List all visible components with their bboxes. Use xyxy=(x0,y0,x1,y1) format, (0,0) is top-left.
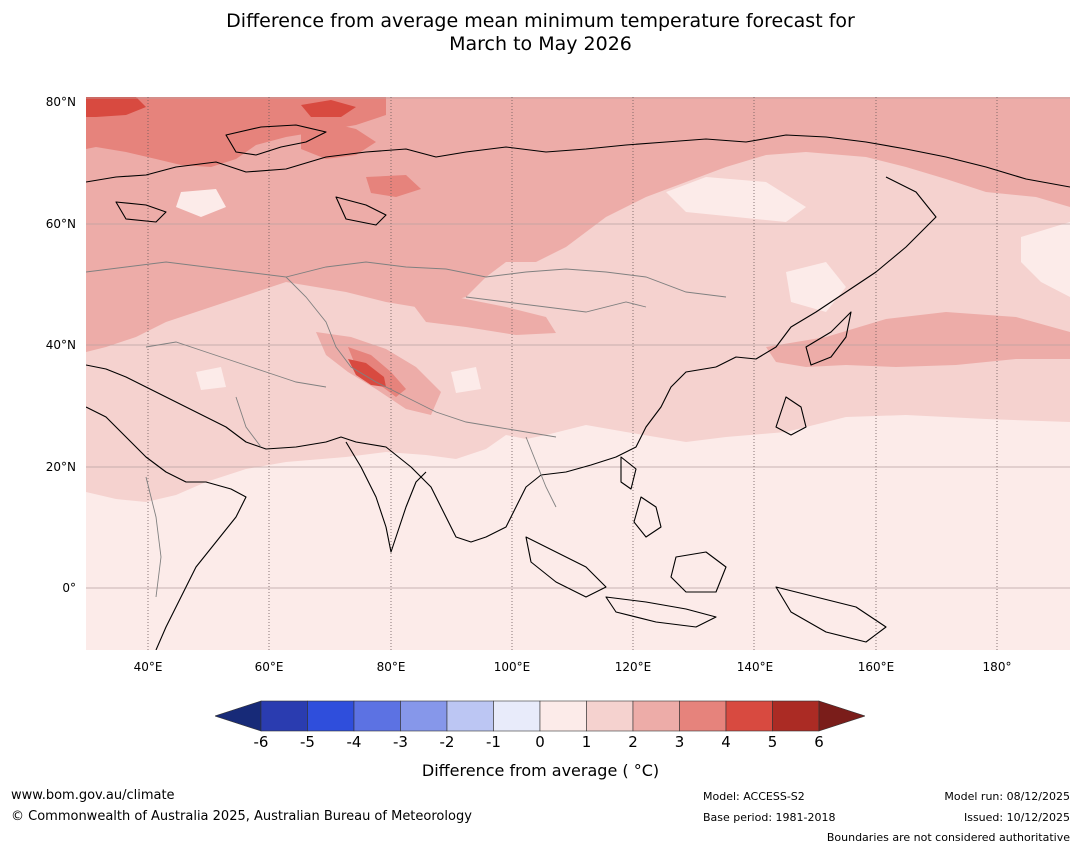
colorbar-bin xyxy=(307,700,355,732)
colorbar-bin xyxy=(725,700,773,732)
colorbar-bin xyxy=(679,700,727,732)
model-name: Model: ACCESS-S2 xyxy=(703,790,805,803)
colorbar-tick-label: 1 xyxy=(581,733,592,751)
anomaly-band-4-5 xyxy=(301,100,356,117)
colorbar-bin xyxy=(260,700,308,732)
coastlines xyxy=(86,124,1070,650)
colorbar-tick-label: 4 xyxy=(721,733,731,751)
base-period: Base period: 1981-2018 xyxy=(703,811,836,824)
country-borders xyxy=(86,261,727,598)
colorbar-tick-label: -6 xyxy=(253,733,269,751)
latitude-label-80n: 80°N xyxy=(45,95,76,109)
latitude-label-60n: 60°N xyxy=(45,217,76,231)
colorbar-bin xyxy=(586,700,634,732)
anomaly-band-2-3 xyxy=(411,297,556,335)
longitude-label-180: 180° xyxy=(982,660,1012,674)
anomaly-band-4-5 xyxy=(86,97,146,117)
model-run-date: Model run: 08/12/2025 xyxy=(944,790,1070,803)
colorbar-tick-label: -5 xyxy=(300,733,315,751)
colorbar-bin xyxy=(772,700,820,732)
longitude-gridlines xyxy=(147,97,998,650)
anomaly-band-1-2 xyxy=(451,367,481,393)
colorbar-bin xyxy=(353,700,401,732)
copyright-text: © Commonwealth of Australia 2025, Austra… xyxy=(11,809,472,824)
latitude-label-equator: 0° xyxy=(62,581,76,595)
anomaly-band-1-2 xyxy=(1021,222,1070,297)
anomaly-band-1-2 xyxy=(786,262,846,312)
anomaly-band-3-4 xyxy=(301,122,376,159)
colorbar-arrow-low xyxy=(215,700,262,732)
anomaly-band-2-3 xyxy=(766,312,1070,367)
latitude-label-40n: 40°N xyxy=(45,338,76,352)
colorbar-arrow-high xyxy=(818,700,865,732)
colorbar-bin xyxy=(400,700,448,732)
latitude-gridlines xyxy=(86,97,1070,589)
longitude-label-140e: 140°E xyxy=(736,660,774,674)
longitude-label-100e: 100°E xyxy=(493,660,531,674)
anomaly-band-3-4 xyxy=(366,175,421,197)
anomaly-band-1-2 xyxy=(196,367,226,390)
colorbar xyxy=(215,700,865,732)
longitude-label-60e: 60°E xyxy=(254,660,284,674)
anomaly-band-2-3 xyxy=(86,97,1070,352)
anomaly-band-1-2 xyxy=(666,177,806,222)
boundaries-disclaimer: Boundaries are not considered authoritat… xyxy=(826,831,1070,844)
map-title-line-2: March to May 2026 xyxy=(449,33,632,55)
forecast-map xyxy=(86,97,1070,650)
map-title-line-1: Difference from average mean minimum tem… xyxy=(226,10,855,32)
longitude-label-80e: 80°E xyxy=(376,660,406,674)
colorbar-tick-label: 6 xyxy=(814,733,824,751)
map-title: Difference from average mean minimum tem… xyxy=(0,10,1081,56)
colorbar-tick-label: -1 xyxy=(486,733,501,751)
colorbar-bin xyxy=(493,700,541,732)
colorbar-tick-label: -4 xyxy=(346,733,362,751)
colorbar-tick-label: 0 xyxy=(535,733,545,751)
anomaly-band-4-5 xyxy=(348,359,386,387)
website-link[interactable]: www.bom.gov.au/climate xyxy=(11,788,175,803)
map-canvas xyxy=(86,97,1070,650)
anomaly-band-1-2 xyxy=(176,189,226,217)
colorbar-tick-label: 5 xyxy=(767,733,778,751)
colorbar-bin xyxy=(632,700,680,732)
colorbar-bin xyxy=(539,700,587,732)
latitude-label-20n: 20°N xyxy=(45,460,76,474)
colorbar-tick-label: 2 xyxy=(628,733,638,751)
colorbar-label: Difference from average ( °C) xyxy=(421,761,660,780)
colorbar-bin xyxy=(446,700,494,732)
longitude-label-120e: 120°E xyxy=(614,660,652,674)
colorbar-tick-label: 3 xyxy=(674,733,685,751)
colorbar-tick-label: -2 xyxy=(439,733,455,751)
longitude-label-160e: 160°E xyxy=(857,660,895,674)
colorbar-tick-label: -3 xyxy=(393,733,408,751)
issued-date: Issued: 10/12/2025 xyxy=(963,811,1070,824)
longitude-label-40e: 40°E xyxy=(133,660,163,674)
